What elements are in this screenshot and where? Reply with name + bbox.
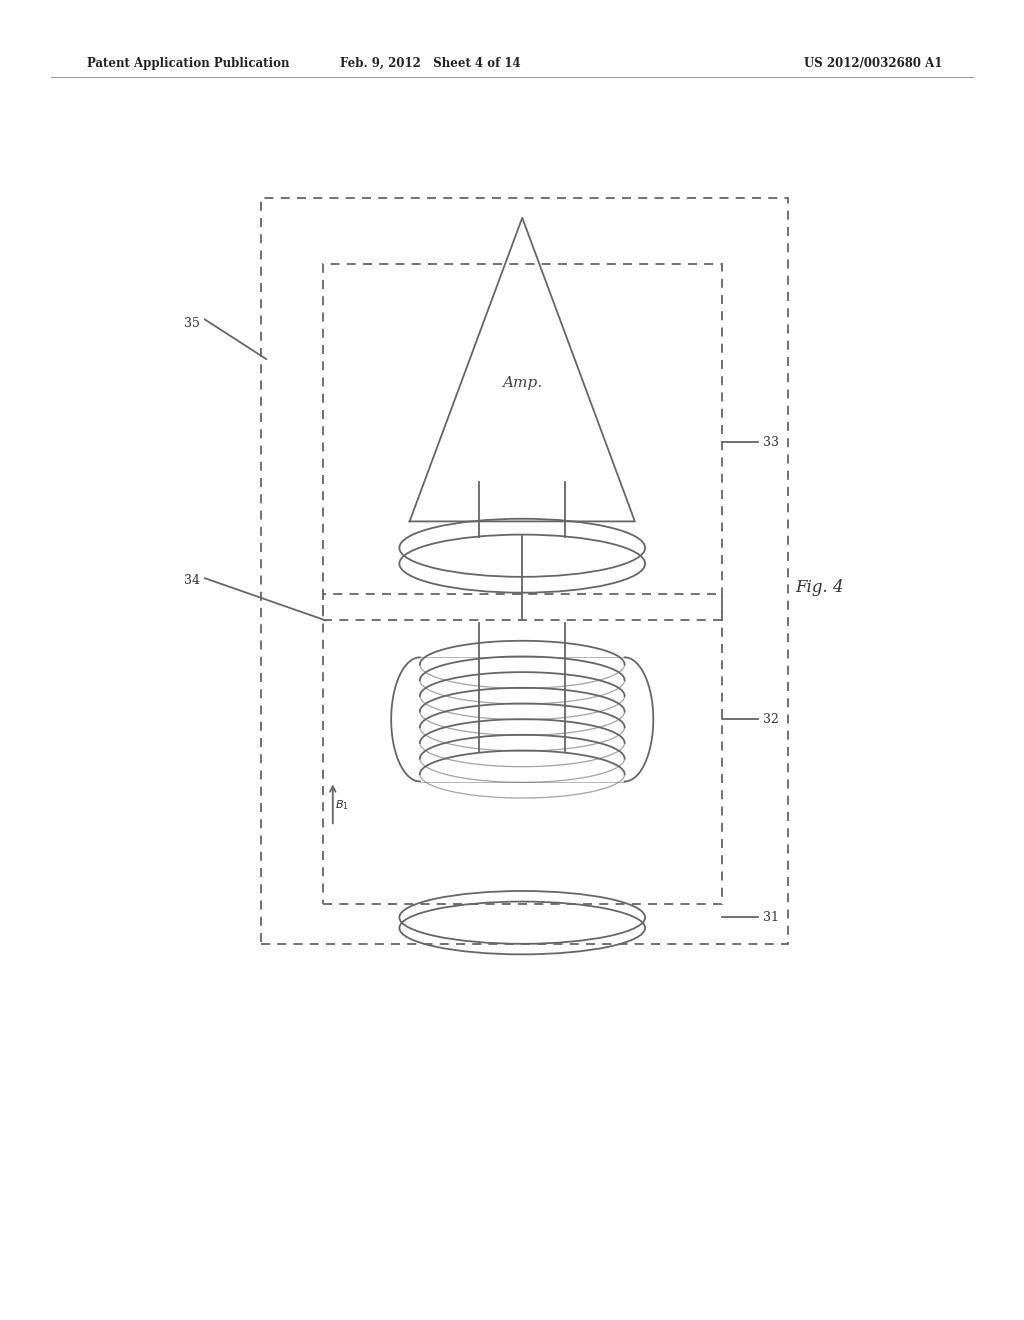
Text: Patent Application Publication: Patent Application Publication xyxy=(87,57,290,70)
Text: $B_1$: $B_1$ xyxy=(335,799,349,812)
Text: Feb. 9, 2012   Sheet 4 of 14: Feb. 9, 2012 Sheet 4 of 14 xyxy=(340,57,520,70)
Text: 31: 31 xyxy=(763,911,779,924)
Bar xyxy=(323,594,722,904)
Bar xyxy=(323,264,722,620)
Bar xyxy=(261,198,788,944)
Text: US 2012/0032680 A1: US 2012/0032680 A1 xyxy=(804,57,942,70)
Text: 34: 34 xyxy=(183,574,200,587)
Text: 35: 35 xyxy=(183,317,200,330)
Text: Fig. 4: Fig. 4 xyxy=(795,579,844,595)
Text: 32: 32 xyxy=(763,713,779,726)
Text: 33: 33 xyxy=(763,436,779,449)
Text: Amp.: Amp. xyxy=(502,376,543,389)
